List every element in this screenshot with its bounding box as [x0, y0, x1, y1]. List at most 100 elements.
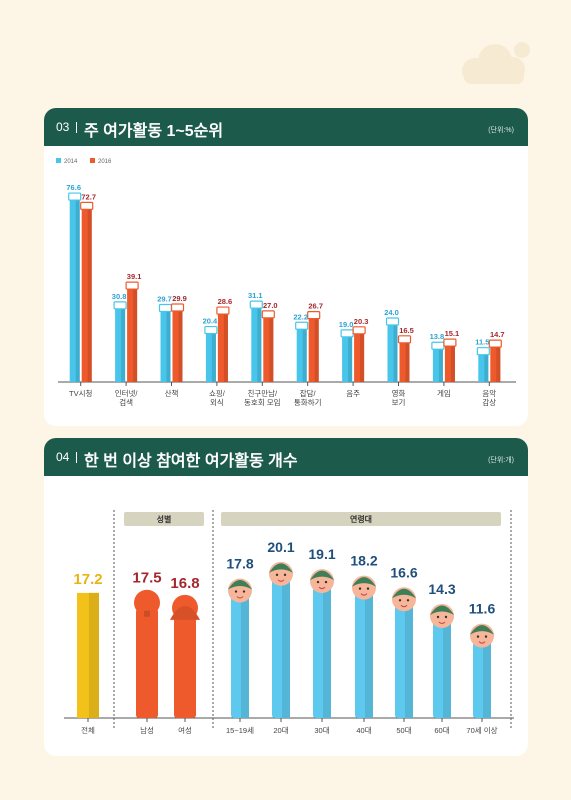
bar-shade	[483, 641, 491, 718]
bar-shade-2014	[121, 308, 126, 382]
bar-icon-2016	[397, 335, 412, 344]
bar-2014	[342, 336, 353, 382]
value-label: 20.1	[267, 539, 294, 555]
figure-mouth	[478, 641, 486, 644]
figure-hair	[430, 605, 454, 615]
category-label-line: 음악	[482, 388, 496, 398]
category-label-line: 잡담/	[300, 388, 317, 398]
bar-icon-2014	[249, 300, 263, 309]
bar-2016	[127, 289, 138, 382]
value-label-2016: 29.9	[172, 294, 187, 303]
category-label-line: TV시청	[69, 389, 92, 398]
figure-eye	[398, 599, 402, 602]
bar-shade-2016	[87, 209, 92, 382]
category-label: 음악 감상	[482, 388, 496, 407]
category-label-line: 보기	[392, 398, 406, 407]
bar-icon-2014	[340, 329, 354, 338]
bar-2016	[308, 318, 319, 382]
value-label: 11.6	[469, 601, 496, 617]
bar-2014	[387, 325, 398, 382]
category-label: 게임	[437, 388, 451, 398]
category-label: TV시청	[69, 389, 92, 398]
category-label-line: 산책	[165, 388, 179, 398]
figure-hair	[269, 563, 293, 573]
bar-shade-2014	[438, 349, 443, 382]
bar-shade-2016	[133, 289, 138, 382]
category-label-line: 통화하기	[294, 397, 322, 407]
bar-shade-2014	[166, 311, 171, 382]
figure-eye	[324, 580, 328, 584]
bar-shade	[323, 587, 331, 718]
value-label: 17.5	[132, 570, 161, 587]
category-label-line: 영화	[392, 388, 406, 398]
bar-icon-2016	[307, 310, 321, 320]
leisure-activities-chart: 2014 2016 76.672.7 TV시청 30.8 39.1 인터넷/검색 29.7 29…	[56, 158, 516, 407]
value-label-2016: 15.1	[445, 329, 460, 338]
group-label-gender: 성별	[157, 514, 172, 524]
card-header: 04 한 번 이상 참여한 여가활동 개수 (단위:개)	[44, 438, 528, 476]
category-label: 잡담/통화하기	[294, 388, 322, 407]
bar-shade-2016	[450, 346, 455, 382]
bar-2016	[490, 347, 501, 382]
value-label-2016: 27.0	[263, 301, 278, 310]
figure-mouth	[400, 604, 408, 608]
bar-shade-total	[89, 592, 99, 718]
category-label: 친구만남/동호회 모임	[244, 388, 281, 407]
bar-icon-2014	[158, 303, 173, 313]
group-header-age	[221, 512, 501, 526]
category-label-line: 쇼핑/	[209, 388, 226, 398]
figure-mouth	[438, 621, 446, 624]
category-label: 50대	[396, 726, 411, 735]
category-label: 전체	[81, 725, 95, 735]
figure-eye	[444, 615, 448, 619]
bar-2014	[115, 308, 126, 382]
figure-mouth	[236, 596, 244, 599]
legend-swatch-2016	[90, 158, 95, 163]
category-label: 영화 보기	[392, 388, 406, 407]
bar-shade-2014	[257, 308, 262, 382]
bar-icon-2016	[488, 339, 502, 348]
figure-eye	[234, 590, 238, 593]
unit-label: (단위:개)	[488, 457, 514, 464]
category-label: 20대	[273, 726, 288, 735]
value-label-2016: 39.1	[127, 272, 142, 281]
activity-count-chart: 성별 연령대 17.2 전체 17.5 남성 16.8 여성 17.8 15~19세 20.1 20대…	[64, 510, 514, 735]
value-label-2016: 72.7	[81, 192, 96, 201]
figure-eye	[275, 573, 279, 577]
figure-hair	[228, 580, 252, 590]
category-label-line: 음주	[346, 389, 360, 398]
category-label-line: 동호회 모임	[244, 398, 281, 407]
bar-2016	[263, 317, 274, 382]
value-label: 17.8	[226, 556, 253, 572]
figure-eye	[316, 580, 320, 584]
figure-eye	[242, 590, 246, 593]
bar-shade-2016	[269, 317, 274, 382]
bar-2016	[354, 333, 365, 382]
value-label: 19.1	[308, 546, 335, 562]
value-label-2016: 14.7	[490, 330, 505, 339]
bar-icon-2016	[170, 303, 185, 312]
bar-icon-2014	[113, 301, 127, 310]
card-header: 03 주 여가활동 1~5순위 (단위:%)	[44, 108, 528, 146]
bar-shade	[443, 622, 451, 718]
category-label: 70세 이상	[466, 725, 497, 735]
value-label-2014: 20.4	[203, 317, 218, 326]
category-label: 15~19세	[226, 726, 254, 735]
figure-eye	[476, 635, 480, 638]
activity-count-card: 04 한 번 이상 참여한 여가활동 개수 (단위:개) 성별 연령대 17.2 전체…	[44, 438, 528, 756]
bar-icon-2014	[476, 347, 490, 356]
section-number: 04	[56, 450, 70, 464]
figure-eye	[484, 635, 488, 638]
bar-shade-2014	[393, 325, 398, 382]
category-label-line: 게임	[437, 388, 451, 398]
value-label-2014: 30.8	[112, 292, 127, 301]
bar-shade-2014	[348, 336, 353, 382]
bar-2014	[478, 354, 489, 382]
bar-icon-2014	[295, 321, 309, 330]
figure-mouth	[318, 586, 326, 590]
value-label: 16.6	[390, 564, 417, 580]
bar-shade-2016	[223, 314, 228, 382]
divider	[76, 122, 77, 133]
bar-icon-2014	[68, 192, 82, 201]
figure-mouth	[277, 579, 285, 582]
